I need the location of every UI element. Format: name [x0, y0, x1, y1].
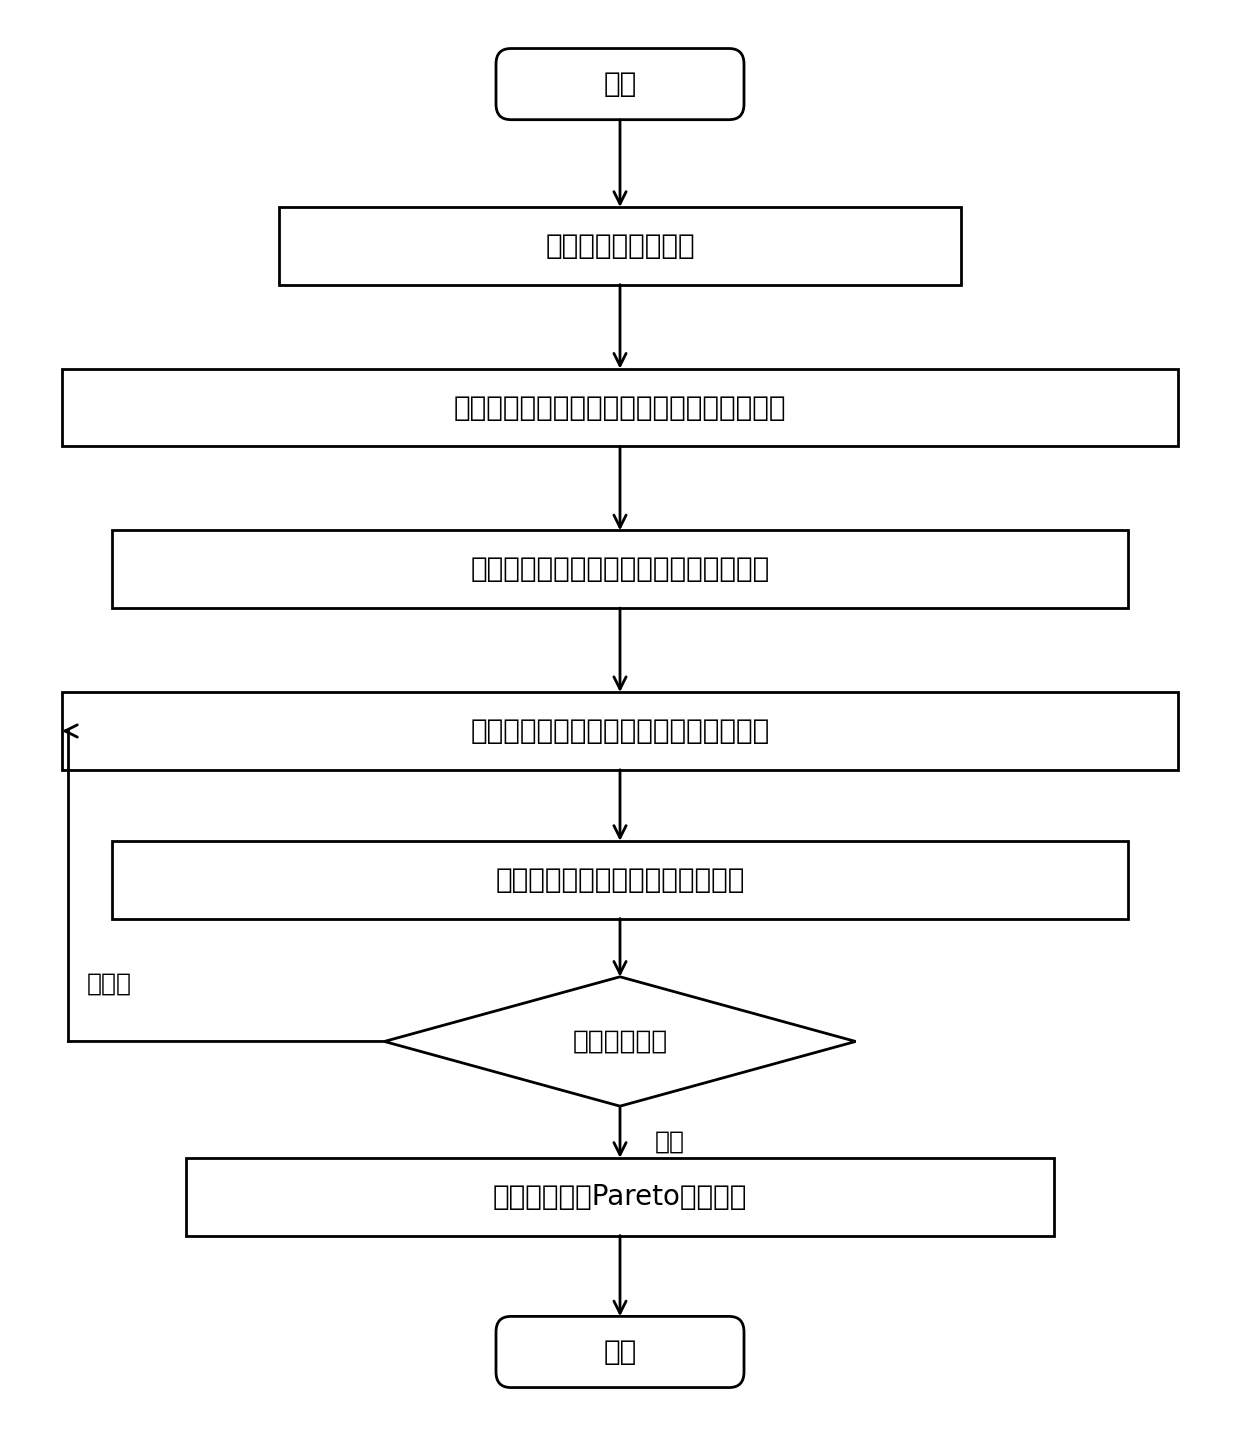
Text: 进行交叉遗传和变异操作生成子代: 进行交叉遗传和变异操作生成子代	[495, 865, 745, 894]
Text: 生成代价矩阵，并根据代价矩阵生成个体: 生成代价矩阵，并根据代价矩阵生成个体	[470, 555, 770, 584]
FancyBboxPatch shape	[496, 48, 744, 120]
Text: 将用户编号，并计算用户与不同停车位的代价: 将用户编号，并计算用户与不同停车位的代价	[454, 394, 786, 422]
FancyBboxPatch shape	[496, 1316, 744, 1388]
Text: 收集用户的停车请求: 收集用户的停车请求	[546, 232, 694, 259]
Text: 输出条件判定: 输出条件判定	[573, 1029, 667, 1055]
Text: 满足: 满足	[655, 1129, 684, 1153]
FancyBboxPatch shape	[112, 840, 1128, 919]
FancyBboxPatch shape	[62, 693, 1178, 769]
Text: 输出子代作为Pareto占优解集: 输出子代作为Pareto占优解集	[492, 1182, 748, 1211]
FancyBboxPatch shape	[62, 368, 1178, 446]
FancyBboxPatch shape	[186, 1158, 1054, 1236]
Text: 结束: 结束	[604, 1337, 636, 1366]
FancyBboxPatch shape	[112, 530, 1128, 609]
FancyBboxPatch shape	[279, 207, 961, 284]
Text: 计算适应度，通过轮盘赌博选取父代个体: 计算适应度，通过轮盘赌博选取父代个体	[470, 717, 770, 745]
Text: 开始: 开始	[604, 70, 636, 99]
Polygon shape	[384, 977, 856, 1106]
Text: 不满足: 不满足	[87, 971, 131, 995]
